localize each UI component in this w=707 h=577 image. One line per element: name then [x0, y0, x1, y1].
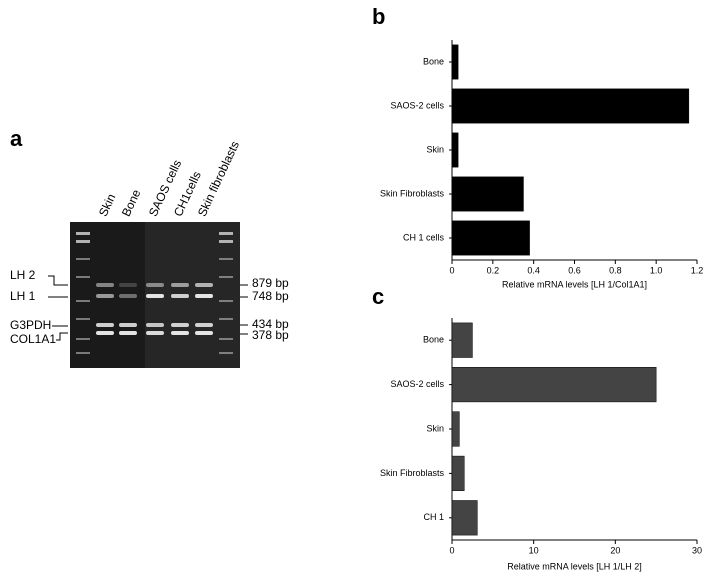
band-label: LH 2 [10, 268, 36, 282]
size-label: 748 bp [252, 289, 289, 303]
bar [451, 44, 459, 80]
gel-band [96, 294, 114, 298]
bar [451, 500, 478, 536]
size-label: 378 bp [252, 328, 289, 342]
bar [451, 220, 530, 256]
y-tick-label: CH 1 [423, 512, 444, 522]
lane-label: Bone [119, 187, 144, 219]
label-bracket [48, 275, 68, 341]
gel-band [195, 323, 213, 327]
gel-band [195, 331, 213, 335]
y-tick-label: Skin Fibroblasts [380, 468, 445, 478]
y-tick-label: Skin Fibroblasts [380, 188, 445, 198]
gel-band [146, 323, 164, 327]
bar [451, 176, 524, 212]
y-tick-label: SAOS-2 cells [390, 379, 444, 389]
panel-label: a [10, 126, 23, 151]
x-tick-label: 1.2 [691, 265, 704, 275]
x-tick-label: 0.8 [609, 265, 622, 275]
marker-band [219, 300, 233, 302]
marker-band [76, 300, 90, 302]
gel-band [96, 331, 114, 335]
y-tick-label: SAOS-2 cells [390, 100, 444, 110]
gel-band [96, 323, 114, 327]
bar [451, 411, 460, 447]
x-tick-label: 0.6 [568, 265, 581, 275]
x-tick-label: 10 [529, 545, 539, 555]
band-label: LH 1 [10, 289, 36, 303]
y-tick-label: Bone [423, 335, 444, 345]
marker-band [76, 338, 90, 340]
bar [451, 455, 465, 491]
size-label: 434 bp [252, 317, 289, 331]
marker-band [76, 276, 90, 278]
x-tick-label: 0.4 [527, 265, 540, 275]
bar [451, 367, 657, 403]
marker-band [219, 258, 233, 260]
gel-band [119, 323, 137, 327]
gel-band [171, 331, 189, 335]
size-ticks [240, 284, 248, 335]
marker-band [76, 318, 90, 320]
bar [451, 88, 690, 124]
gel-band [96, 283, 114, 287]
marker-band [219, 338, 233, 340]
x-tick-label: 0 [449, 265, 454, 275]
gel-band [171, 294, 189, 298]
y-tick-label: Bone [423, 56, 444, 66]
x-tick-label: 20 [610, 545, 620, 555]
gel-band [195, 294, 213, 298]
marker-band [219, 352, 233, 354]
gel-band [146, 283, 164, 287]
band-label: COL1A1 [10, 332, 56, 346]
gel-band [195, 283, 213, 287]
y-tick-label: CH 1 cells [403, 232, 445, 242]
marker-band [76, 232, 90, 235]
bar [451, 322, 473, 358]
lane-label: Skin [96, 192, 119, 219]
size-label: 879 bp [252, 276, 289, 290]
bar [451, 132, 459, 168]
marker-band [76, 258, 90, 260]
x-tick-label: 1.0 [650, 265, 663, 275]
x-axis-label: Relative mRNA levels [LH 1/LH 2] [507, 561, 642, 571]
marker-band [219, 276, 233, 278]
gel-band [119, 283, 137, 287]
x-tick-label: 0 [449, 545, 454, 555]
band-label: G3PDH [10, 318, 51, 332]
gel-band [146, 331, 164, 335]
marker-band [219, 318, 233, 320]
marker-band [219, 232, 233, 235]
y-tick-label: Skin [426, 423, 444, 433]
y-tick-label: Skin [426, 144, 444, 154]
x-tick-label: 30 [692, 545, 702, 555]
gel-band [119, 331, 137, 335]
marker-band [76, 352, 90, 354]
panel-label: c [372, 284, 384, 309]
x-tick-label: 0.2 [487, 265, 500, 275]
marker-band [76, 240, 90, 243]
marker-band [219, 240, 233, 243]
panel-label: b [372, 4, 385, 29]
gel-band [171, 323, 189, 327]
x-axis-label: Relative mRNA levels [LH 1/Col1A1] [502, 279, 647, 289]
gel-band [171, 283, 189, 287]
gel-band [119, 294, 137, 298]
gel-band [146, 294, 164, 298]
